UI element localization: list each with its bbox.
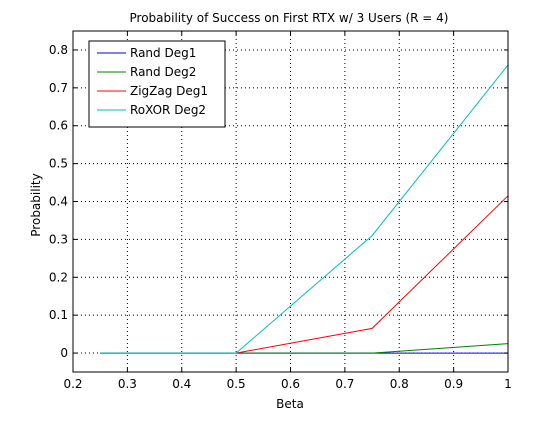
chart-title: Probability of Success on First RTX w/ 3… bbox=[130, 11, 449, 25]
y-tick-label: 0.2 bbox=[49, 270, 68, 284]
axis-ticks bbox=[72, 31, 509, 372]
legend-box bbox=[88, 40, 226, 128]
x-axis-label: Beta bbox=[276, 397, 304, 411]
series-line-rand-deg2 bbox=[100, 343, 509, 354]
x-tick-label: 0.5 bbox=[227, 377, 246, 391]
x-tick-label: 1 bbox=[504, 377, 512, 391]
legend-label: RoXOR Deg2 bbox=[130, 103, 206, 117]
y-tick-label: 0.3 bbox=[49, 232, 68, 246]
legend-label: Rand Deg2 bbox=[130, 65, 196, 79]
y-tick-label: 0.1 bbox=[49, 308, 68, 322]
series-line-zigzag-deg1 bbox=[236, 195, 509, 354]
x-tick-label: 0.6 bbox=[281, 377, 300, 391]
y-tick-label: 0.4 bbox=[49, 195, 68, 209]
x-tick-label: 0.4 bbox=[172, 377, 191, 391]
y-tick-label: 0.6 bbox=[49, 119, 68, 133]
series-lines bbox=[100, 64, 509, 354]
series-line-roxor-deg2 bbox=[100, 64, 509, 354]
legend: Rand Deg1 Rand Deg2 ZigZag Deg1 RoXOR Deg2 bbox=[88, 40, 226, 128]
x-tick-label: 0.8 bbox=[390, 377, 409, 391]
y-axis-label: Probability bbox=[29, 173, 43, 236]
legend-label: Rand Deg1 bbox=[130, 46, 196, 60]
x-tick-label: 0.2 bbox=[63, 377, 82, 391]
legend-label: ZigZag Deg1 bbox=[130, 84, 208, 98]
x-tick-label: 0.3 bbox=[118, 377, 137, 391]
x-tick-label: 0.7 bbox=[335, 377, 354, 391]
grid-lines bbox=[73, 31, 508, 372]
y-tick-label: 0.5 bbox=[49, 157, 68, 171]
axis-tick-labels: 0.2 0.3 0.4 0.5 0.6 0.7 0.8 0.9 1 0 0.1 0.2 0.3 0.4 0.… bbox=[49, 43, 512, 391]
y-tick-label: 0 bbox=[60, 346, 68, 360]
x-tick-label: 0.9 bbox=[444, 377, 463, 391]
y-tick-label: 0.8 bbox=[49, 43, 68, 57]
y-tick-label: 0.7 bbox=[49, 81, 68, 95]
